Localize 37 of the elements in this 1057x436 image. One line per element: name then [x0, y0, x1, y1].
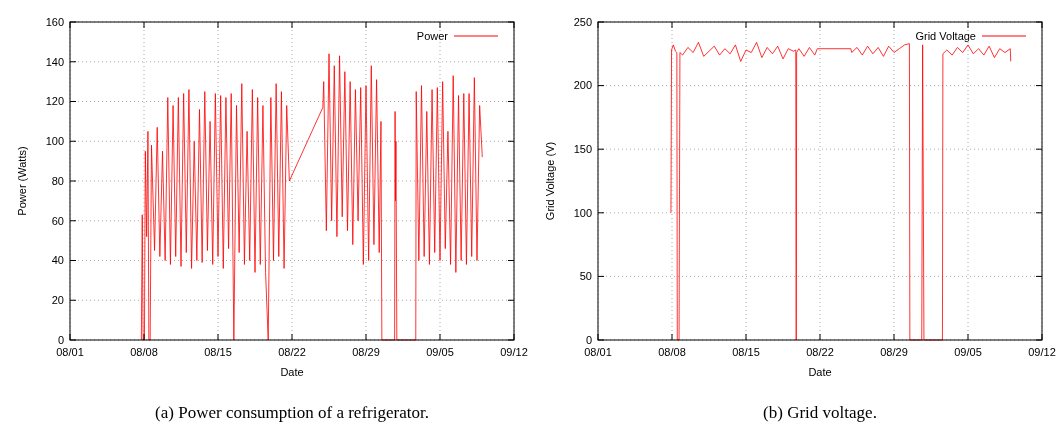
x-tick-label: 08/08 — [658, 346, 686, 358]
x-tick-label: 08/29 — [352, 346, 380, 358]
x-axis-title: Date — [808, 366, 832, 378]
x-tick-label: 09/12 — [500, 346, 528, 358]
x-tick-label: 09/05 — [426, 346, 454, 358]
x-tick-label: 08/01 — [56, 346, 84, 358]
x-tick-label: 08/08 — [130, 346, 158, 358]
legend-label: Grid Voltage — [915, 29, 976, 42]
y-tick-label: 150 — [573, 143, 592, 156]
text: (a) Power consumption of a refrigerator. — [155, 403, 429, 422]
y-axis-title: Grid Voltage (V) — [544, 141, 556, 221]
x-axis-title: Date — [280, 366, 304, 378]
y-tick-label: 160 — [45, 15, 64, 28]
y-axis-title: Power (Watts) — [16, 146, 28, 216]
y-tick-label: 140 — [45, 55, 64, 68]
y-tick-label: 0 — [57, 333, 64, 346]
x-tick-label: 08/29 — [880, 346, 908, 358]
y-tick-label: 100 — [45, 135, 64, 148]
x-tick-label: 09/05 — [954, 346, 982, 358]
x-tick-label: 08/22 — [278, 346, 306, 358]
y-tick-label: 120 — [45, 95, 64, 108]
y-tick-label: 40 — [51, 254, 64, 267]
y-tick-label: 250 — [573, 15, 592, 28]
y-tick-label: 200 — [573, 79, 592, 92]
y-tick-label: 0 — [585, 333, 592, 346]
x-tick-label: 08/15 — [732, 346, 760, 358]
y-tick-label: 100 — [573, 206, 592, 219]
y-tick-label: 50 — [579, 270, 592, 283]
x-tick-label: 08/22 — [806, 346, 834, 358]
x-tick-label: 08/01 — [584, 346, 612, 358]
x-tick-label: 08/15 — [204, 346, 232, 358]
text: (b) Grid voltage. — [763, 403, 877, 422]
y-tick-label: 20 — [51, 294, 64, 307]
legend-label: Power — [416, 29, 449, 42]
y-tick-label: 80 — [51, 174, 64, 187]
x-tick-label: 09/12 — [1028, 346, 1056, 358]
y-tick-label: 60 — [51, 214, 64, 227]
